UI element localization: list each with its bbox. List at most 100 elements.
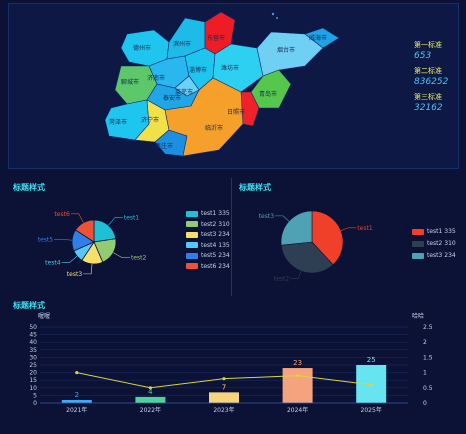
y-tick-label: 35: [29, 347, 37, 354]
map-region-laiwu[interactable]: [174, 75, 200, 97]
line-point[interactable]: [222, 377, 226, 381]
y2-tick-label: 1.5: [423, 354, 433, 361]
pie1-legend-item[interactable]: test5 234: [186, 252, 230, 259]
map-city-label: 泰安市: [163, 94, 181, 102]
map-city-label: 德州市: [133, 44, 151, 52]
pie1-legend-item[interactable]: test6 234: [186, 263, 230, 270]
map-island: [276, 17, 278, 19]
map-city-label: 青岛市: [259, 90, 277, 98]
map-region-weihai[interactable]: [304, 27, 340, 49]
map-panel: 济南市 青岛市 淄博市 枣庄市 东营市 烟台市 潍坊市 济宁市 泰安市 威海市 …: [8, 3, 459, 169]
legend-swatch: [186, 210, 198, 217]
x-tick-label: 2021年: [66, 406, 87, 414]
y2-tick-label: 2.5: [423, 324, 433, 331]
map-city-label: 威海市: [309, 34, 327, 42]
y-tick-label: 25: [29, 362, 37, 369]
pie-chart-2-panel: 标题样式 test1 test2 test3 test1 335 test2 310 t…: [234, 178, 459, 296]
y-tick-label: 0: [33, 400, 37, 407]
line-point[interactable]: [75, 371, 79, 375]
pie2-slice-test1[interactable]: [311, 210, 344, 266]
pie2-leader-line: [340, 227, 357, 231]
x-tick-label: 2025年: [361, 406, 382, 414]
bar-value-label: 4: [148, 388, 153, 396]
bar-line-chart[interactable]: 喔喔 哈哈 0510152025303540455000.511.522.522…: [8, 296, 459, 424]
pie-chart-1-panel: 标题样式 test1 test2 test3 test4 test5 test6 test…: [8, 178, 232, 296]
pie-chart-1-title: 标题样式: [13, 183, 45, 192]
legend-swatch: [412, 252, 424, 259]
legend-swatch: [186, 231, 198, 238]
legend-label: test2 310: [201, 220, 230, 228]
bar-2022年[interactable]: [135, 396, 166, 403]
legend-label: test1 335: [201, 210, 230, 217]
legend-swatch: [186, 242, 198, 248]
pie2-leader-line: [290, 270, 302, 279]
y-tick-label: 50: [29, 324, 37, 331]
pie1-legend-item[interactable]: test1 335: [186, 210, 230, 217]
bar-2023年[interactable]: [209, 392, 239, 403]
pie2-legend-item[interactable]: test3 234: [412, 252, 456, 259]
bar-2024年[interactable]: [282, 368, 313, 403]
pie1-leader-line: [70, 213, 84, 223]
line-point[interactable]: [369, 383, 373, 387]
pie1-slice-label: test6: [54, 211, 70, 218]
y-tick-label: 45: [29, 332, 37, 339]
pie1-legend-item[interactable]: test2 310: [186, 221, 230, 228]
shandong-map[interactable]: 济南市 青岛市 淄博市 枣庄市 东营市 烟台市 潍坊市 济宁市 泰安市 威海市 …: [9, 4, 460, 170]
legend-swatch: [412, 228, 424, 235]
pie1-leader-line: [61, 255, 78, 263]
bar-value-label: 23: [293, 359, 302, 367]
y2-tick-label: 0: [423, 400, 427, 407]
legend-label: test5 234: [201, 252, 230, 259]
x-tick-label: 2023年: [213, 406, 234, 414]
bar-value-label: 2: [75, 391, 79, 399]
map-city-label: 东营市: [207, 34, 225, 42]
pie1-legend-item[interactable]: test3 234: [186, 231, 230, 238]
legend-label: test3 234: [201, 231, 230, 238]
y2-tick-label: 1: [423, 370, 427, 377]
bar-2021年[interactable]: [61, 399, 92, 403]
map-city-label: 潍坊市: [221, 64, 239, 72]
map-city-label: 枣庄市: [155, 142, 173, 150]
map-city-label: 莱芜市: [175, 88, 193, 96]
pie2-slice-label: test3: [259, 213, 275, 220]
legend-swatch: [412, 240, 424, 247]
pie1-slice-label: test4: [45, 260, 61, 267]
pie1-leader-line: [83, 263, 93, 275]
pie1-leader-line: [54, 239, 73, 241]
y-tick-label: 5: [33, 392, 37, 399]
pie1-legend-item[interactable]: test4 135: [186, 242, 230, 249]
pie2-slice-test3[interactable]: [280, 210, 313, 246]
pie1-slice-label: test1: [124, 215, 140, 222]
map-region-rizhao[interactable]: [240, 91, 260, 127]
pie-chart-2[interactable]: test1 test2 test3: [234, 178, 404, 296]
bar-chart-panel: 标题样式 喔喔 哈哈 0 5 10 15 20 25 30 35 40 45 50 0 0.5 1 1.5 2…: [8, 296, 459, 424]
y-tick-label: 40: [29, 339, 37, 346]
y-tick-label: 15: [29, 377, 37, 384]
map-city-label: 菏泽市: [109, 118, 127, 126]
map-city-label: 滨州市: [173, 40, 191, 48]
legend-label: test1 335: [427, 228, 456, 235]
pie1-slice-test1[interactable]: [93, 219, 117, 243]
pie1-slice-label: test2: [131, 255, 147, 262]
pie-chart-1[interactable]: test1 test2 test3 test4 test5 test6: [8, 178, 178, 296]
map-city-label: 聊城市: [121, 78, 139, 86]
line-point[interactable]: [296, 374, 300, 378]
legend-label: test6 234: [201, 262, 230, 270]
y2-tick-label: 2: [423, 339, 427, 346]
left-axis-name: 喔喔: [38, 313, 50, 320]
pie1-slice-label: test3: [67, 271, 83, 278]
bar-value-label: 7: [222, 383, 226, 391]
map-city-label: 淄博市: [189, 66, 207, 74]
map-island: [271, 12, 275, 16]
pie2-legend-item[interactable]: test2 310: [412, 240, 456, 247]
legend-swatch: [186, 252, 198, 259]
map-city-label: 济宁市: [141, 116, 159, 124]
pie-chart-2-title: 标题样式: [239, 183, 271, 192]
pie2-legend-item[interactable]: test1 335: [412, 228, 456, 235]
pie1-slice-label: test5: [38, 236, 54, 243]
pie1-leader-line: [113, 252, 130, 258]
pie2-slice-test2[interactable]: [280, 241, 334, 274]
line-point[interactable]: [148, 386, 152, 390]
map-city-label: 烟台市: [277, 46, 295, 54]
pie2-slice-label: test2: [274, 275, 290, 282]
